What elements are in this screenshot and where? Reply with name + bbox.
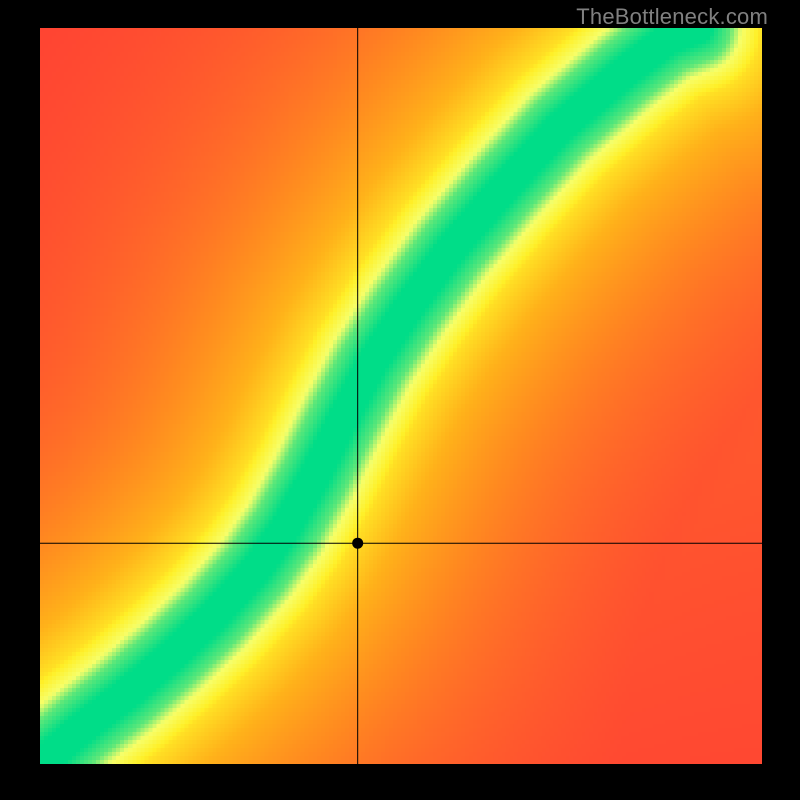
crosshair-marker: [352, 538, 363, 549]
plot-area: [40, 28, 762, 764]
watermark-text: TheBottleneck.com: [576, 4, 768, 30]
figure-frame: TheBottleneck.com: [0, 0, 800, 800]
overlay-svg: [40, 28, 762, 764]
